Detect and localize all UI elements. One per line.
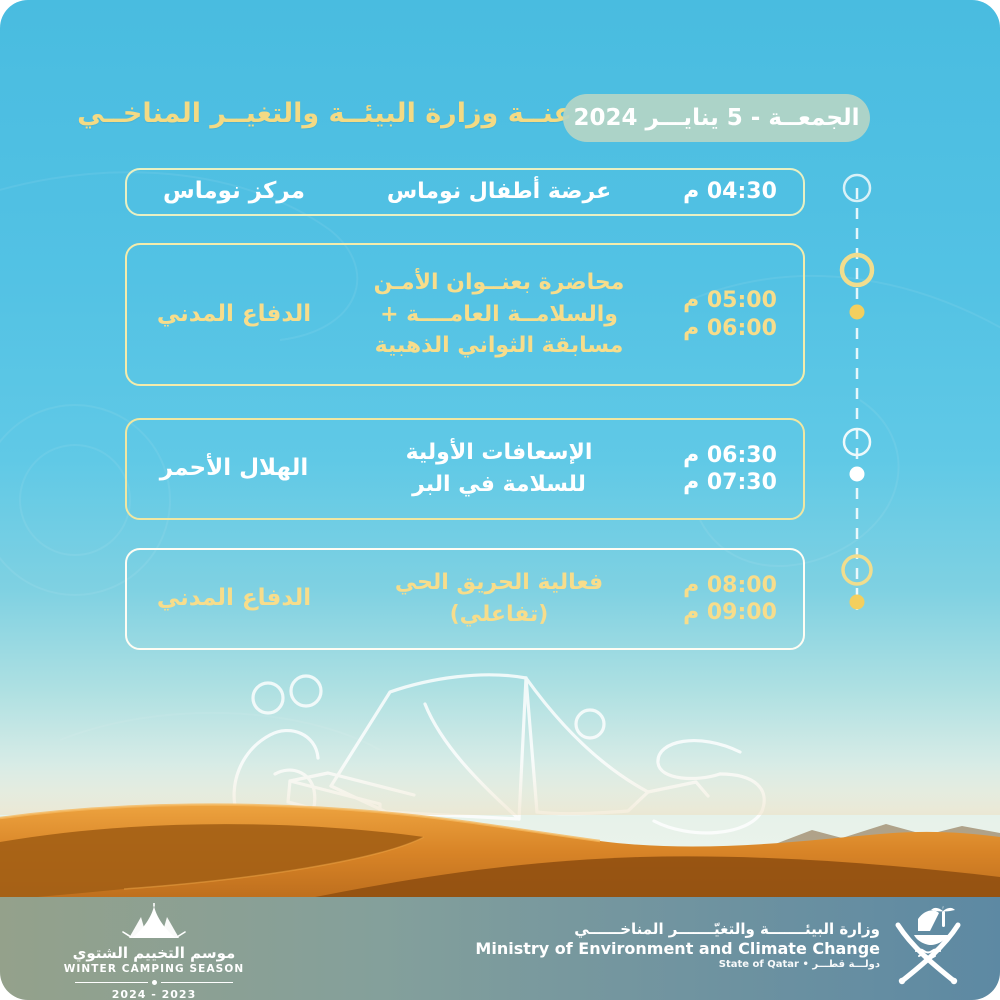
winter-camping-arabic-label: موسم التخييم الشتوي	[72, 944, 236, 962]
ministry-english-label: Ministry of Environment and Climate Chan…	[475, 939, 880, 958]
qatar-ministry-emblem-icon	[895, 906, 961, 985]
timeline-dot-icon	[849, 594, 865, 610]
footer-bar: موسم التخييم الشتوي WINTER CAMPING SEASO…	[0, 897, 1000, 1000]
timeline-circle-icon	[841, 554, 873, 586]
event-description: عرضة أطفال نوماس	[386, 179, 612, 205]
time-label: 08:00 م 09:00 م	[683, 572, 777, 626]
organizer-label: الهلال الأحمر	[159, 455, 309, 482]
camping-tent-icon	[122, 903, 186, 938]
timeline-circle-icon	[842, 173, 872, 203]
timeline-circle-icon	[839, 252, 875, 288]
schedule-card-first-aid: 06:30 م 07:30 م الإسعافات الأولية للسلام…	[125, 418, 805, 520]
schedule-card-safety-lecture: 05:00 م 06:00 م محاضرة بعنــوان الأمـن و…	[125, 243, 805, 386]
logo-divider	[75, 980, 233, 985]
event-description: فعالية الحريق الحي (تفاعلي)	[394, 570, 604, 627]
winter-camping-english-label: WINTER CAMPING SEASON	[63, 963, 245, 975]
timeline-rail	[839, 173, 875, 610]
time-label: 05:00 م 06:00 م	[683, 288, 777, 341]
schedule-card-nomas-show: 04:30 م عرضة أطفال نوماس مركز نوماس	[125, 168, 805, 216]
organizer-label: مركز نوماس	[163, 178, 305, 205]
timeline-dot-icon	[849, 304, 865, 320]
time-label: 06:30 م 07:30 م	[683, 442, 777, 496]
organizer-label: الدفاع المدني	[156, 585, 312, 612]
event-description: الإسعافات الأولية للسلامة في البر	[405, 440, 593, 497]
timeline-dot-icon	[849, 466, 865, 482]
event-description: محاضرة بعنــوان الأمـن والسلامــة العامـ…	[373, 269, 625, 359]
timeline-circle-icon	[842, 427, 872, 457]
state-of-qatar-label: State of Qatar • دولـــة قطـــر	[718, 959, 880, 970]
schedule-card-live-fire: 08:00 م 09:00 م فعالية الحريق الحي (تفاع…	[125, 548, 805, 650]
date-badge: الجمعــة - 5 ينايـــر 2024	[563, 94, 870, 142]
season-years-label: 2024 - 2023	[111, 988, 197, 1000]
ministry-arabic-label: وزارة البيئـــــــة والتغيّـــــــر المن…	[574, 920, 880, 938]
winter-camping-logo: موسم التخييم الشتوي WINTER CAMPING SEASO…	[48, 903, 260, 1000]
organizer-label: الدفاع المدني	[156, 300, 312, 327]
desert-dunes-illustration	[0, 760, 1000, 900]
time-label: 04:30 م	[683, 179, 777, 205]
ministry-logo: وزارة البيئـــــــة والتغيّـــــــر المن…	[475, 905, 964, 985]
page-title: عنــة وزارة البيئــة والتغيــر المناخــي	[77, 98, 572, 129]
